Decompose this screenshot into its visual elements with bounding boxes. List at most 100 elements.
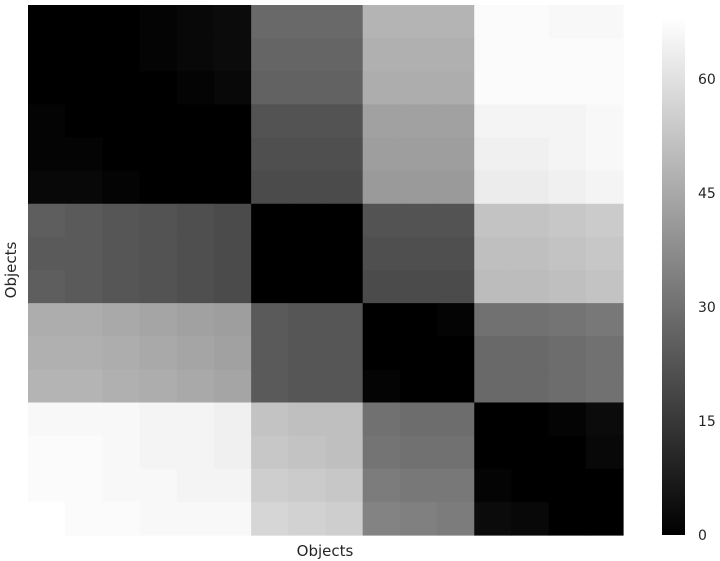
heatmap-cell-r7-c9 — [362, 236, 401, 271]
heatmap-cell-r2-c11 — [437, 71, 475, 105]
heatmap-cell-r2-c14 — [548, 71, 587, 105]
heatmap-cell-r1-c10 — [399, 38, 438, 72]
heatmap-cell-r8-c6 — [251, 270, 289, 304]
heatmap-cell-r1-c15 — [585, 38, 624, 72]
heatmap-cell-r13-c5 — [213, 435, 252, 470]
heatmap-cell-r2-c13 — [511, 71, 550, 105]
heatmap-cell-r8-c5 — [213, 270, 252, 304]
heatmap-cell-r14-c15 — [585, 468, 624, 503]
heatmap-cell-r5-c1 — [65, 170, 103, 205]
heatmap-cell-r14-c5 — [213, 468, 252, 503]
heatmap-cell-r15-c3 — [139, 501, 178, 536]
heatmap-cell-r13-c2 — [102, 435, 141, 470]
heatmap-cell-r5-c3 — [139, 170, 178, 205]
heatmap-cell-r6-c1 — [65, 203, 103, 238]
heatmap-cell-r3-c2 — [102, 104, 141, 139]
heatmap-cell-r11-c10 — [399, 369, 438, 404]
heatmap-cell-r13-c6 — [251, 435, 289, 470]
heatmap-cell-r11-c15 — [585, 369, 624, 404]
colorbar-tick-label: 0 — [698, 528, 707, 544]
heatmap-cell-r13-c7 — [288, 435, 327, 470]
heatmap-cell-r10-c14 — [548, 336, 587, 370]
heatmap-cell-r8-c14 — [548, 270, 587, 304]
heatmap-cell-r12-c6 — [251, 402, 289, 437]
heatmap-cell-r6-c15 — [585, 203, 624, 238]
heatmap-cell-r12-c13 — [511, 402, 550, 437]
heatmap-cell-r0-c13 — [511, 5, 550, 39]
heatmap-cell-r13-c15 — [585, 435, 624, 470]
heatmap-cell-r7-c15 — [585, 236, 624, 271]
heatmap-cell-r1-c8 — [325, 38, 364, 72]
heatmap-cell-r3-c12 — [474, 104, 513, 139]
heatmap-cell-r4-c2 — [102, 137, 141, 172]
heatmap-cell-r10-c15 — [585, 336, 624, 370]
heatmap-cell-r12-c14 — [548, 402, 587, 437]
heatmap-cell-r1-c3 — [139, 38, 178, 72]
heatmap-cell-r4-c10 — [399, 137, 438, 172]
heatmap-cell-r12-c0 — [28, 402, 66, 437]
heatmap-cell-r5-c2 — [102, 170, 141, 205]
heatmap-cell-r8-c12 — [474, 270, 513, 304]
colorbar-tick-label: 30 — [698, 300, 716, 316]
heatmap-cell-r9-c9 — [362, 303, 401, 337]
heatmap-cell-r14-c7 — [288, 468, 327, 503]
heatmap-cell-r13-c4 — [176, 435, 215, 470]
heatmap-cell-r13-c3 — [139, 435, 178, 470]
heatmap-cell-r10-c3 — [139, 336, 178, 370]
heatmap-cell-r15-c12 — [474, 501, 513, 536]
heatmap-cell-r14-c3 — [139, 468, 178, 503]
heatmap-cell-r0-c2 — [102, 5, 141, 39]
heatmap-cell-r6-c2 — [102, 203, 141, 238]
heatmap-cell-r7-c10 — [399, 236, 438, 271]
heatmap-cell-r5-c9 — [362, 170, 401, 205]
heatmap-cell-r6-c12 — [474, 203, 513, 238]
heatmap-cell-r12-c1 — [65, 402, 103, 437]
heatmap-cell-r12-c11 — [437, 402, 475, 437]
heatmap-cell-r0-c9 — [362, 5, 401, 39]
heatmap-cell-r15-c8 — [325, 501, 364, 536]
heatmap-cell-r13-c12 — [474, 435, 513, 470]
heatmap-cell-r14-c12 — [474, 468, 513, 503]
heatmap-cell-r3-c4 — [176, 104, 215, 139]
heatmap-cell-r14-c9 — [362, 468, 401, 503]
heatmap-cell-r14-c1 — [65, 468, 103, 503]
heatmap-cell-r15-c1 — [65, 501, 103, 536]
heatmap-cell-r0-c0 — [28, 5, 66, 39]
heatmap-cell-r9-c13 — [511, 303, 550, 337]
heatmap-cell-r0-c4 — [176, 5, 215, 39]
heatmap-cell-r8-c15 — [585, 270, 624, 304]
heatmap-cell-r10-c10 — [399, 336, 438, 370]
heatmap-cell-r7-c0 — [28, 236, 66, 271]
heatmap-cell-r15-c9 — [362, 501, 401, 536]
heatmap-cell-r14-c13 — [511, 468, 550, 503]
heatmap-cell-r6-c10 — [399, 203, 438, 238]
heatmap-cell-r8-c1 — [65, 270, 103, 304]
heatmap-cell-r14-c0 — [28, 468, 66, 503]
heatmap-cell-r6-c13 — [511, 203, 550, 238]
heatmap-cell-r0-c6 — [251, 5, 289, 39]
heatmap-cell-r0-c15 — [585, 5, 624, 39]
heatmap-cell-r10-c2 — [102, 336, 141, 370]
colorbar-tick-label: 15 — [698, 414, 716, 430]
heatmap-cell-r0-c8 — [325, 5, 364, 39]
heatmap-cell-r15-c14 — [548, 501, 587, 536]
heatmap-cell-r4-c14 — [548, 137, 587, 172]
heatmap-cell-r12-c9 — [362, 402, 401, 437]
heatmap-cell-r15-c2 — [102, 501, 141, 536]
heatmap-cell-r9-c10 — [399, 303, 438, 337]
heatmap-cell-r4-c6 — [251, 137, 289, 172]
heatmap-cell-r12-c5 — [213, 402, 252, 437]
colorbar-tick-label: 45 — [698, 186, 716, 202]
heatmap-cell-r9-c4 — [176, 303, 215, 337]
heatmap-cell-r3-c6 — [251, 104, 289, 139]
heatmap-cell-r1-c13 — [511, 38, 550, 72]
heatmap-cell-r15-c4 — [176, 501, 215, 536]
heatmap-cell-r6-c9 — [362, 203, 401, 238]
heatmap-cell-r1-c11 — [437, 38, 475, 72]
heatmap-cell-r11-c7 — [288, 369, 327, 404]
heatmap-cell-r7-c12 — [474, 236, 513, 271]
heatmap-cell-r7-c14 — [548, 236, 587, 271]
heatmap-cell-r2-c7 — [288, 71, 327, 105]
heatmap-cell-r4-c9 — [362, 137, 401, 172]
heatmap-cell-r7-c2 — [102, 236, 141, 271]
